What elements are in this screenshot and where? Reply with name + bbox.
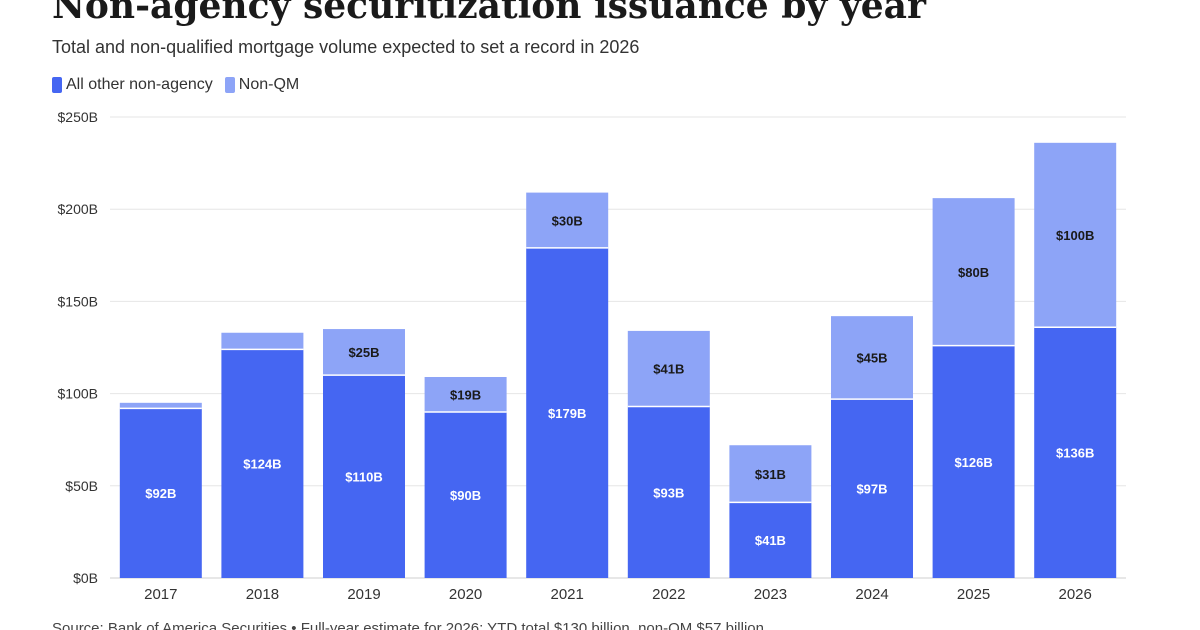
y-tick-label: $100B bbox=[58, 386, 98, 402]
data-label-all-other: $97B bbox=[856, 482, 887, 497]
x-tick-label: 2026 bbox=[1059, 586, 1092, 603]
x-tick-label: 2023 bbox=[754, 586, 787, 603]
y-tick-label: $50B bbox=[65, 478, 98, 494]
data-label-non-qm: $30B bbox=[552, 213, 583, 228]
bar-all-other bbox=[526, 247, 609, 578]
data-label-all-other: $110B bbox=[345, 470, 383, 485]
x-tick-label: 2017 bbox=[144, 586, 177, 603]
bar-all-other bbox=[1034, 327, 1117, 578]
x-tick-label: 2022 bbox=[652, 586, 685, 603]
bar-all-other bbox=[323, 375, 405, 578]
bar-all-other bbox=[729, 502, 812, 578]
y-tick-label: $150B bbox=[58, 293, 98, 309]
data-label-all-other: $136B bbox=[1056, 446, 1094, 461]
y-tick-label: $250B bbox=[58, 109, 98, 125]
bar-non-qm bbox=[932, 198, 1015, 346]
x-tick-label: 2019 bbox=[347, 586, 380, 603]
bar-all-other bbox=[831, 399, 913, 578]
data-label-all-other: $179B bbox=[548, 406, 586, 421]
data-label-all-other: $124B bbox=[243, 457, 281, 472]
bar-all-other bbox=[119, 408, 202, 578]
data-label-all-other: $93B bbox=[653, 485, 684, 500]
bar-all-other bbox=[221, 349, 304, 578]
bar-non-qm bbox=[831, 316, 913, 400]
data-label-all-other: $92B bbox=[145, 486, 176, 501]
bar-non-qm bbox=[119, 402, 202, 409]
bar-non-qm bbox=[627, 330, 710, 407]
x-tick-label: 2018 bbox=[246, 586, 279, 603]
y-tick-label: $0B bbox=[73, 570, 98, 586]
bar-non-qm bbox=[221, 332, 304, 350]
x-tick-label: 2020 bbox=[449, 586, 482, 603]
bar-non-qm bbox=[729, 445, 812, 503]
y-tick-label: $200B bbox=[58, 201, 98, 217]
legend-item-non-qm: Non-QM bbox=[224, 76, 300, 94]
legend: All other non-agency Non-QM bbox=[52, 74, 311, 96]
data-label-all-other: $90B bbox=[450, 488, 481, 503]
data-label-non-qm: $80B bbox=[958, 265, 989, 280]
data-label-non-qm: $41B bbox=[653, 362, 684, 377]
x-tick-label: 2025 bbox=[957, 586, 990, 603]
x-tick-label: 2024 bbox=[855, 586, 888, 603]
legend-swatch-non-qm bbox=[224, 77, 235, 93]
data-label-non-qm: $31B bbox=[755, 467, 786, 482]
bar-non-qm bbox=[526, 192, 609, 248]
chart-subtitle: Total and non-qualified mortgage volume … bbox=[52, 37, 640, 57]
data-label-non-qm: $45B bbox=[856, 351, 887, 366]
bar-all-other bbox=[627, 406, 710, 578]
data-label-all-other: $126B bbox=[954, 455, 992, 470]
x-tick-label: 2021 bbox=[551, 586, 584, 603]
bar-non-qm bbox=[1034, 142, 1117, 328]
bar-non-qm bbox=[424, 377, 507, 413]
data-label-non-qm: $19B bbox=[450, 388, 481, 403]
legend-label-non-qm: Non-QM bbox=[238, 76, 300, 93]
legend-label-all-other: All other non-agency bbox=[66, 76, 213, 93]
data-label-non-qm: $25B bbox=[348, 345, 379, 360]
source-note: Source: Bank of America Securities • Ful… bbox=[52, 620, 764, 630]
data-label-non-qm: $100B bbox=[1056, 228, 1094, 243]
data-label-all-other: $41B bbox=[755, 533, 786, 548]
legend-swatch-all-other bbox=[52, 77, 62, 93]
bar-non-qm bbox=[323, 329, 405, 376]
legend-item-all-other: All other non-agency bbox=[52, 76, 213, 94]
bar-all-other bbox=[932, 345, 1015, 578]
chart-title: Non-agency securitization issuance by ye… bbox=[52, 0, 926, 27]
bar-all-other bbox=[424, 412, 507, 578]
